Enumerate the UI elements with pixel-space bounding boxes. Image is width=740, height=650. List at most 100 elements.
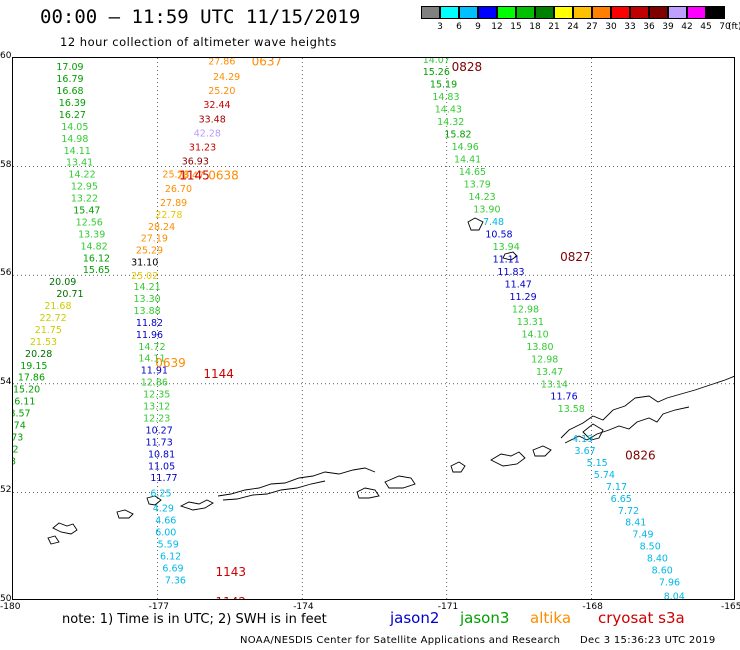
wave-height-value: 13.79 xyxy=(464,179,491,190)
lat-label: 50 xyxy=(0,594,12,604)
satellite-name-jason3: jason3 xyxy=(460,609,510,627)
wave-height-value: 13.47 xyxy=(536,367,563,378)
credit-line: NOAA/NESDIS Center for Satellite Applica… xyxy=(240,635,561,646)
wave-height-value: 6.69 xyxy=(162,563,183,574)
pass-time-label: 1143 xyxy=(215,565,246,579)
legend-label-45: 45 xyxy=(700,22,712,32)
wave-height-value: 8.40 xyxy=(647,554,668,565)
pass-time-label: 0638 xyxy=(208,169,239,183)
wave-height-value: 6.00 xyxy=(155,527,176,538)
pass-time-label: 0826 xyxy=(625,448,656,462)
wave-height-value: 13.58 xyxy=(558,404,585,415)
satellite-name-jason2: jason2 xyxy=(390,609,440,627)
pass-time-label: 0639 xyxy=(155,356,186,370)
legend-label-9: 9 xyxy=(475,22,481,32)
lon-label: -174 xyxy=(293,602,314,612)
wave-height-value: 19.82 xyxy=(12,444,19,455)
wave-height-value: 32.44 xyxy=(203,100,230,111)
unalaska-coast xyxy=(560,375,734,439)
pass-time-label: 0825 xyxy=(700,598,731,600)
andreanof-coast xyxy=(217,467,376,497)
wave-height-value: 27.86 xyxy=(208,57,235,68)
wave-height-value: 11.11 xyxy=(493,254,520,265)
wave-height-value: 10.27 xyxy=(146,425,173,436)
legend-swatch-27 xyxy=(573,6,592,19)
legend-label-39: 39 xyxy=(662,22,674,32)
wave-height-value: 11.91 xyxy=(141,366,168,377)
wave-height-value: 7.36 xyxy=(165,575,186,586)
wave-height-value: 7.72 xyxy=(618,506,639,517)
wave-height-value: 26.70 xyxy=(165,184,192,195)
wave-height-value: 14.43 xyxy=(435,104,462,115)
lat-label: 52 xyxy=(0,485,12,496)
wave-height-value: 13.22 xyxy=(71,194,98,205)
wave-height-value: 42.28 xyxy=(194,128,221,139)
wave-height-value: 14.65 xyxy=(459,167,486,178)
legend-swatch-18 xyxy=(516,6,535,19)
lat-label: 56 xyxy=(0,268,12,279)
kiska-coast xyxy=(146,495,162,506)
wave-height-value: 12.86 xyxy=(141,378,168,389)
wave-height-value: 7.49 xyxy=(632,530,653,541)
wave-height-value: 25.73 xyxy=(162,170,189,181)
wave-height-values: 17.0916.7916.6816.3916.2714.0514.9814.11… xyxy=(12,57,685,600)
wave-height-value: 14.05 xyxy=(61,122,88,133)
wave-height-value: 15.65 xyxy=(83,265,110,276)
wave-height-value: 25.20 xyxy=(208,86,235,97)
atka-coast xyxy=(384,475,416,489)
wave-height-value: 13.88 xyxy=(134,306,161,317)
akutan-coast xyxy=(582,423,604,441)
wave-height-value: 6.12 xyxy=(160,551,181,562)
wave-height-value: 20.71 xyxy=(56,289,83,300)
wave-height-value: 19.15 xyxy=(20,361,47,372)
legend-swatch-24 xyxy=(554,6,573,19)
legend-swatch-12 xyxy=(478,6,497,19)
legend-swatch-39 xyxy=(649,6,668,19)
figure-subtitle: 12 hour collection of altimeter wave hei… xyxy=(60,35,337,49)
legend-swatch-21 xyxy=(535,6,554,19)
pass-time-label: 1145 xyxy=(179,169,210,183)
legend-label-27: 27 xyxy=(586,22,598,32)
amchitka-coast xyxy=(116,509,134,519)
wave-height-value: 22.72 xyxy=(40,313,67,324)
wave-height-value: 17.73 xyxy=(12,432,23,443)
wave-height-value: 11.82 xyxy=(136,318,163,329)
wave-height-value: 14.10 xyxy=(522,329,549,340)
wave-height-value: 6.65 xyxy=(611,494,632,505)
samalga-coast xyxy=(532,445,552,457)
wave-height-value: 12.95 xyxy=(71,182,98,193)
lon-label: -168 xyxy=(582,602,603,612)
wave-height-value: 12.23 xyxy=(143,413,170,424)
lon-label: -177 xyxy=(148,602,170,612)
wave-height-value: 16.12 xyxy=(83,253,110,264)
wave-height-value: 14.07 xyxy=(423,57,450,66)
fox-islands-coast xyxy=(564,406,690,444)
legend-swatch-36 xyxy=(630,6,649,19)
wave-height-value: 13.30 xyxy=(134,294,161,305)
wave-height-value: 15.20 xyxy=(13,385,40,396)
wave-height-value: 11.96 xyxy=(136,330,163,341)
wave-height-value: 16.27 xyxy=(59,110,86,121)
wave-height-value: 14.83 xyxy=(432,92,459,103)
andreanof-south-coast xyxy=(222,480,326,501)
wave-height-value: 5.59 xyxy=(158,539,179,550)
wave-height-value: 16.11 xyxy=(12,397,35,408)
wave-height-value: 27.89 xyxy=(160,198,187,209)
legend-label-3: 3 xyxy=(437,22,443,32)
wave-height-value: 16.68 xyxy=(56,86,83,97)
wave-height-value: 8.04 xyxy=(664,592,685,600)
legend-swatch-15 xyxy=(497,6,516,19)
wave-height-value: 19.83 xyxy=(12,456,16,467)
wave-height-value: 12.56 xyxy=(76,217,103,228)
wave-height-value: 24.29 xyxy=(213,72,240,83)
wave-height-value: 13.94 xyxy=(493,242,520,253)
wave-height-value: 7.96 xyxy=(659,577,680,588)
wave-height-value: 14.72 xyxy=(138,342,165,353)
umnak-coast xyxy=(490,451,526,467)
wave-height-value: 6.25 xyxy=(150,488,171,499)
wave-height-value: 5.15 xyxy=(587,458,608,469)
pass-time-label: 1144 xyxy=(203,367,234,381)
pass-time-label: 0828 xyxy=(452,60,483,74)
